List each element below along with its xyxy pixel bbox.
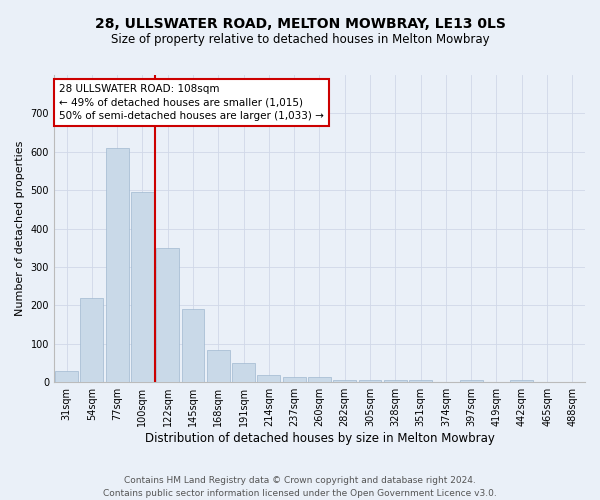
Bar [131, 192, 154, 382]
Bar [308, 377, 331, 382]
Bar [182, 309, 205, 382]
Bar [359, 380, 382, 382]
Bar [80, 298, 103, 382]
Bar [157, 248, 179, 382]
Bar [334, 380, 356, 382]
Bar [55, 370, 78, 382]
Bar [460, 380, 482, 382]
Bar [409, 380, 432, 382]
Bar [384, 380, 407, 382]
Bar [283, 377, 305, 382]
Y-axis label: Number of detached properties: Number of detached properties [15, 141, 25, 316]
Bar [511, 380, 533, 382]
Bar [257, 376, 280, 382]
Text: 28, ULLSWATER ROAD, MELTON MOWBRAY, LE13 0LS: 28, ULLSWATER ROAD, MELTON MOWBRAY, LE13… [95, 18, 505, 32]
Bar [106, 148, 128, 382]
Bar [232, 363, 255, 382]
X-axis label: Distribution of detached houses by size in Melton Mowbray: Distribution of detached houses by size … [145, 432, 494, 445]
Text: 28 ULLSWATER ROAD: 108sqm
← 49% of detached houses are smaller (1,015)
50% of se: 28 ULLSWATER ROAD: 108sqm ← 49% of detac… [59, 84, 324, 120]
Text: Size of property relative to detached houses in Melton Mowbray: Size of property relative to detached ho… [110, 32, 490, 46]
Text: Contains HM Land Registry data © Crown copyright and database right 2024.
Contai: Contains HM Land Registry data © Crown c… [103, 476, 497, 498]
Bar [207, 350, 230, 382]
